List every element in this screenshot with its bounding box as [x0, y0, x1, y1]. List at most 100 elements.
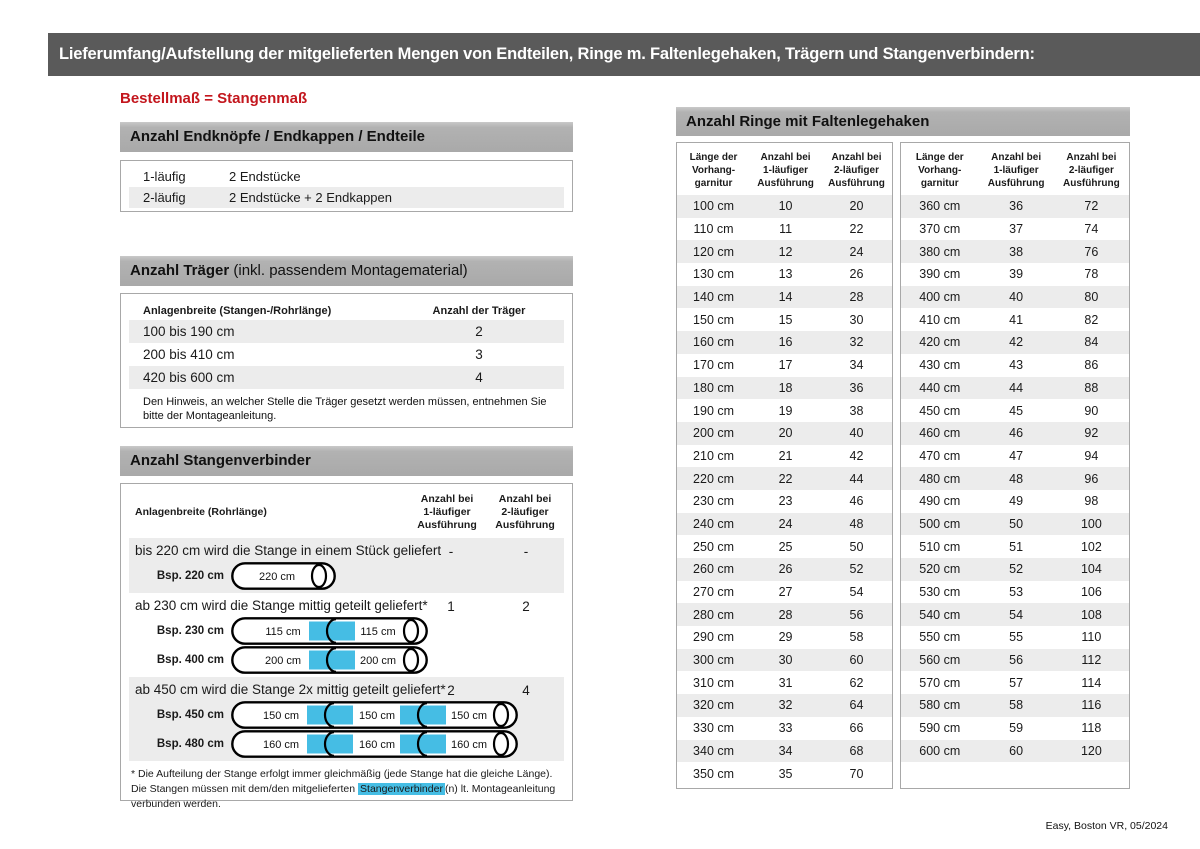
section-header-traeger: Anzahl Träger (inkl. passendem Montagema…	[120, 256, 573, 286]
length-cell: 600 cm	[919, 743, 961, 758]
length-cell: 490 cm	[919, 494, 961, 509]
count-2-cell: 70	[849, 766, 864, 781]
count-cell: 3	[475, 347, 483, 362]
count-1-cell: 37	[1009, 222, 1024, 237]
count-1-cell: 55	[1009, 630, 1024, 645]
table-row: 150 cm 15 30	[677, 308, 892, 331]
table-row: 240 cm 24 48	[677, 512, 892, 536]
length-cell: 280 cm	[693, 607, 735, 622]
rod-end-opening	[402, 618, 420, 643]
table-row: 290 cm 29 58	[677, 626, 892, 649]
ring-table-360-600: Länge der Vorhang- garnitur Anzahl bei 1…	[900, 142, 1130, 789]
count-1-cell: 27	[778, 585, 793, 600]
example-row: Bsp. 480 cm 160 cm 160 cm 160 cm	[135, 729, 564, 758]
table-row: 430 cm 43 86	[901, 354, 1129, 377]
count-1-cell: 48	[1009, 471, 1024, 486]
col-header-laenge: Länge der Vorhang- garnitur	[915, 152, 964, 189]
length-cell: 480 cm	[919, 471, 961, 486]
count-2-cell: 72	[1084, 199, 1099, 214]
col-header-1-laeufig: Anzahl bei 1-läufiger Ausführung	[987, 152, 1045, 189]
row-description: bis 220 cm wird die Stange in einem Stüc…	[135, 543, 442, 558]
count-2-cell: 102	[1080, 539, 1102, 554]
length-cell: 570 cm	[919, 675, 961, 690]
count-2-cell: 112	[1081, 653, 1102, 668]
count-2-cell: 46	[849, 494, 864, 509]
count-1-cell: 12	[778, 244, 793, 259]
verbinder-footnote: * Die Aufteilung der Stange erfolgt imme…	[131, 768, 556, 810]
length-cell: 580 cm	[919, 698, 961, 713]
length-cell: 430 cm	[919, 358, 961, 373]
table-row: 140 cm 14 28	[677, 285, 892, 309]
count-2-cell: 36	[849, 380, 864, 395]
endteile-table: 1-läufig 2 Endstücke 2-läufig 2 Endstück…	[120, 160, 573, 212]
count-2-cell: 22	[849, 222, 864, 237]
section-header-verbinder: Anzahl Stangenverbinder	[120, 446, 573, 476]
example-label: Bsp. 450 cm	[156, 708, 224, 721]
verbinder-row-bis-220: bis 220 cm wird die Stange in einem Stüc…	[129, 538, 564, 593]
length-cell: 370 cm	[919, 222, 961, 237]
count-2-cell: 116	[1081, 698, 1102, 713]
count-1-cell: 21	[778, 448, 793, 463]
count-1-cell: 52	[1009, 562, 1024, 577]
row-label: 2-läufig	[143, 190, 186, 205]
count-1-cell: 18	[778, 380, 793, 395]
table-row: 380 cm 38 76	[901, 240, 1129, 264]
count-1-cell: 14	[778, 290, 793, 305]
value-1-laeufig: 2	[447, 683, 455, 698]
count-1-cell: 56	[1009, 653, 1024, 668]
section-header-ringe: Anzahl Ringe mit Faltenlegehaken	[676, 107, 1130, 136]
count-1-cell: 22	[778, 471, 793, 486]
segment-label: 200 cm	[360, 655, 396, 667]
count-2-cell: 50	[849, 539, 864, 554]
length-cell: 420 cm	[919, 335, 961, 350]
table-row: 550 cm 55 110	[901, 626, 1129, 649]
table-row: 330 cm 33 66	[677, 717, 892, 740]
length-cell: 270 cm	[693, 585, 735, 600]
rod-connector	[309, 621, 355, 640]
col-header-anzahl-traeger: Anzahl der Träger	[432, 304, 526, 317]
count-1-cell: 57	[1009, 675, 1024, 690]
count-1-cell: 10	[778, 199, 793, 214]
table-row: 600 cm 60 120	[901, 739, 1129, 763]
length-cell: 140 cm	[693, 290, 735, 305]
example-row: Bsp. 450 cm 150 cm 150 cm 150 cm	[135, 700, 564, 729]
segment-label: 160 cm	[263, 739, 299, 751]
table-row: 370 cm 37 74	[901, 218, 1129, 241]
section-header-ringe-label: Anzahl Ringe mit Faltenlegehaken	[686, 113, 930, 130]
length-cell: 290 cm	[693, 630, 735, 645]
length-cell: 150 cm	[693, 312, 735, 327]
count-1-cell: 26	[778, 562, 793, 577]
table-row: 520 cm 52 104	[901, 558, 1129, 581]
count-2-cell: 98	[1084, 494, 1099, 509]
table-row: 450 cm 45 90	[901, 399, 1129, 422]
count-2-cell: 74	[1084, 222, 1099, 237]
example-label: Bsp. 230 cm	[156, 624, 224, 637]
length-cell: 470 cm	[919, 448, 961, 463]
example-label: Bsp. 220 cm	[156, 569, 224, 582]
document-footer: Easy, Boston VR, 05/2024	[1045, 820, 1168, 832]
count-2-cell: 66	[849, 721, 864, 736]
length-cell: 360 cm	[919, 199, 961, 214]
col-header-laenge: Länge der Vorhang- garnitur	[689, 152, 738, 189]
length-cell: 260 cm	[693, 562, 735, 577]
table-row: 560 cm 56 112	[901, 648, 1129, 672]
count-2-cell: 48	[849, 516, 864, 531]
table-row: 1-läufig 2 Endstücke	[129, 166, 564, 187]
length-cell: 130 cm	[693, 267, 735, 282]
count-1-cell: 44	[1009, 380, 1024, 395]
length-cell: 190 cm	[693, 403, 735, 418]
count-cell: 2	[475, 324, 483, 339]
count-1-cell: 42	[1009, 335, 1024, 350]
rod-diagram-three-parts: 150 cm 150 cm 150 cm	[231, 700, 518, 729]
length-cell: 560 cm	[919, 653, 961, 668]
count-2-cell: 32	[849, 335, 864, 350]
count-2-cell: 34	[849, 358, 864, 373]
count-1-cell: 17	[778, 358, 793, 373]
table-row: 360 cm 36 72	[901, 195, 1129, 218]
table-row: 2-läufig 2 Endstücke + 2 Endkappen	[129, 187, 564, 208]
count-2-cell: 52	[849, 562, 864, 577]
count-2-cell: 44	[849, 471, 864, 486]
count-2-cell: 28	[849, 290, 864, 305]
table-row: 390 cm 39 78	[901, 263, 1129, 286]
example-row: Bsp. 400 cm 200 cm 200 cm	[135, 645, 564, 674]
